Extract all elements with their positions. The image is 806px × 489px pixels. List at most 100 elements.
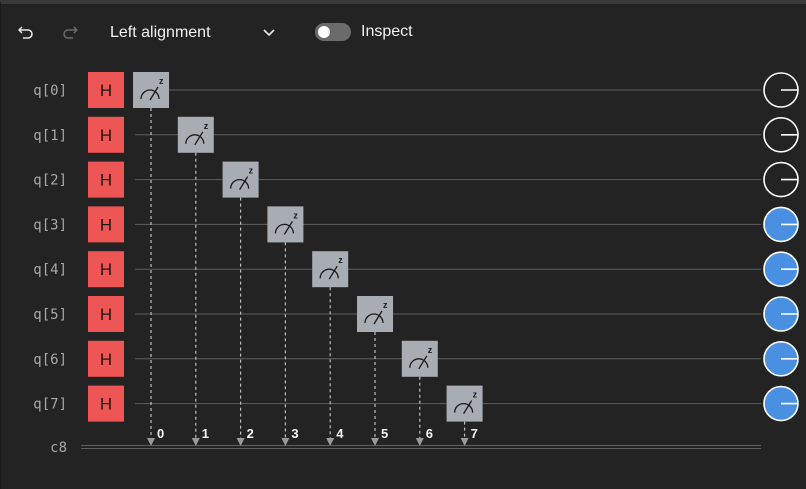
measurement-arrow <box>415 438 424 446</box>
measure-gate[interactable]: z <box>177 116 214 153</box>
qubit-label: q[6] <box>33 352 67 368</box>
undo-icon <box>18 26 33 39</box>
measurement-arrow <box>460 438 469 446</box>
measurement-arrow <box>236 438 245 446</box>
meter-icon <box>185 134 205 144</box>
qubit-output[interactable] <box>763 296 799 332</box>
measure-basis-label: z <box>473 390 478 400</box>
qubit-output[interactable] <box>763 117 799 153</box>
meter-icon <box>274 223 295 234</box>
meter-needle <box>463 400 473 414</box>
measure-gate[interactable]: z <box>312 251 349 288</box>
meter-needle <box>239 176 249 190</box>
classical-bit-label: 3 <box>291 426 298 441</box>
h-gate-label: H <box>100 215 112 234</box>
classical-bit-label: 0 <box>157 426 164 441</box>
meter-needle <box>373 310 383 325</box>
qubit-label: q[1] <box>33 128 67 144</box>
h-gate[interactable]: H <box>88 296 124 332</box>
circuit-canvas: q[0] q[1] q[2] q[3] q[4] q[5] q[6] q[7] c8 H H H H H H… <box>33 72 799 456</box>
qubit-output[interactable] <box>763 206 799 243</box>
meter-needle <box>194 131 204 146</box>
measure-gate[interactable]: z <box>357 296 393 332</box>
qubit-label: q[5] <box>33 307 67 323</box>
h-gate-box <box>88 385 124 422</box>
measurement-arrow <box>191 438 200 446</box>
h-gate[interactable]: H <box>88 251 124 288</box>
classical-bit-label: 1 <box>202 426 209 441</box>
measurement-arrow <box>147 438 155 446</box>
redo-button[interactable] <box>56 18 84 46</box>
toolbar: Left alignment Inspect <box>1 8 806 56</box>
h-gate-label: H <box>100 126 112 145</box>
qubit-label: q[3] <box>33 217 67 233</box>
classical-register-label: c8 <box>50 440 67 456</box>
alignment-dropdown[interactable]: Left alignment <box>101 16 291 48</box>
measure-gate[interactable]: z <box>222 161 259 198</box>
h-gate[interactable]: H <box>88 385 124 422</box>
inspect-toggle[interactable] <box>315 23 351 41</box>
measurement-arrow <box>281 438 290 446</box>
measure-basis-label: z <box>338 255 343 265</box>
qubit-label: q[7] <box>33 397 67 413</box>
qubit-output[interactable] <box>763 340 799 377</box>
classical-bit-label: 2 <box>247 426 254 441</box>
classical-bit-label: 6 <box>426 426 433 441</box>
measure-basis-label: z <box>383 300 388 310</box>
h-gate-label: H <box>100 171 112 190</box>
qubit-output[interactable] <box>763 385 799 422</box>
measure-basis-label: z <box>159 76 164 86</box>
measure-basis-label: z <box>204 121 209 131</box>
h-gate-box <box>88 340 124 377</box>
h-gate[interactable]: H <box>88 340 124 377</box>
measurement-arrow <box>326 438 335 446</box>
h-gate[interactable]: H <box>88 116 124 153</box>
measurement-arrow <box>371 438 379 446</box>
measure-basis-label: z <box>249 166 254 176</box>
meter-needle <box>418 355 428 370</box>
meter-icon <box>229 178 250 189</box>
alignment-dropdown-value: Left alignment <box>110 24 211 41</box>
h-gate-label: H <box>100 350 112 369</box>
h-gate-box <box>88 251 124 288</box>
measure-basis-label: z <box>293 210 298 220</box>
h-gate[interactable]: H <box>88 206 124 243</box>
measure-basis-label: z <box>428 345 433 355</box>
chevron-down-icon <box>263 29 275 37</box>
redo-icon <box>63 26 78 39</box>
h-gate-box <box>88 206 124 243</box>
undo-button[interactable] <box>12 18 40 46</box>
measure-gate[interactable]: z <box>446 385 483 422</box>
h-gate-box <box>88 116 124 153</box>
h-gate-label: H <box>100 305 112 324</box>
classical-bit-label: 5 <box>381 426 388 441</box>
h-gate[interactable]: H <box>88 72 124 108</box>
meter-icon <box>140 89 160 100</box>
meter-icon <box>453 402 474 413</box>
h-gate-label: H <box>100 81 112 100</box>
meter-needle <box>328 265 338 280</box>
measure-gate[interactable]: z <box>267 206 304 243</box>
h-gate-box <box>88 161 124 198</box>
meter-icon <box>409 358 429 368</box>
qubit-output[interactable] <box>763 72 799 108</box>
meter-needle <box>283 221 293 235</box>
classical-bit-label: 7 <box>471 426 478 441</box>
meter-needle <box>149 86 159 101</box>
h-gate-box <box>88 296 124 332</box>
toggle-knob <box>318 26 330 38</box>
qubit-label: q[4] <box>33 262 67 278</box>
h-gate-box <box>88 72 124 108</box>
classical-bit-label: 4 <box>336 426 344 441</box>
h-gate-label: H <box>100 395 112 414</box>
qubit-label: q[0] <box>33 83 67 99</box>
h-gate[interactable]: H <box>88 161 124 198</box>
measure-gate[interactable]: z <box>401 340 438 377</box>
inspect-label: Inspect <box>361 23 413 40</box>
meter-icon <box>319 268 339 279</box>
measure-gate[interactable]: z <box>133 72 169 108</box>
h-gate-label: H <box>100 260 112 279</box>
qubit-output[interactable] <box>763 161 799 198</box>
qubit-output[interactable] <box>763 251 799 288</box>
